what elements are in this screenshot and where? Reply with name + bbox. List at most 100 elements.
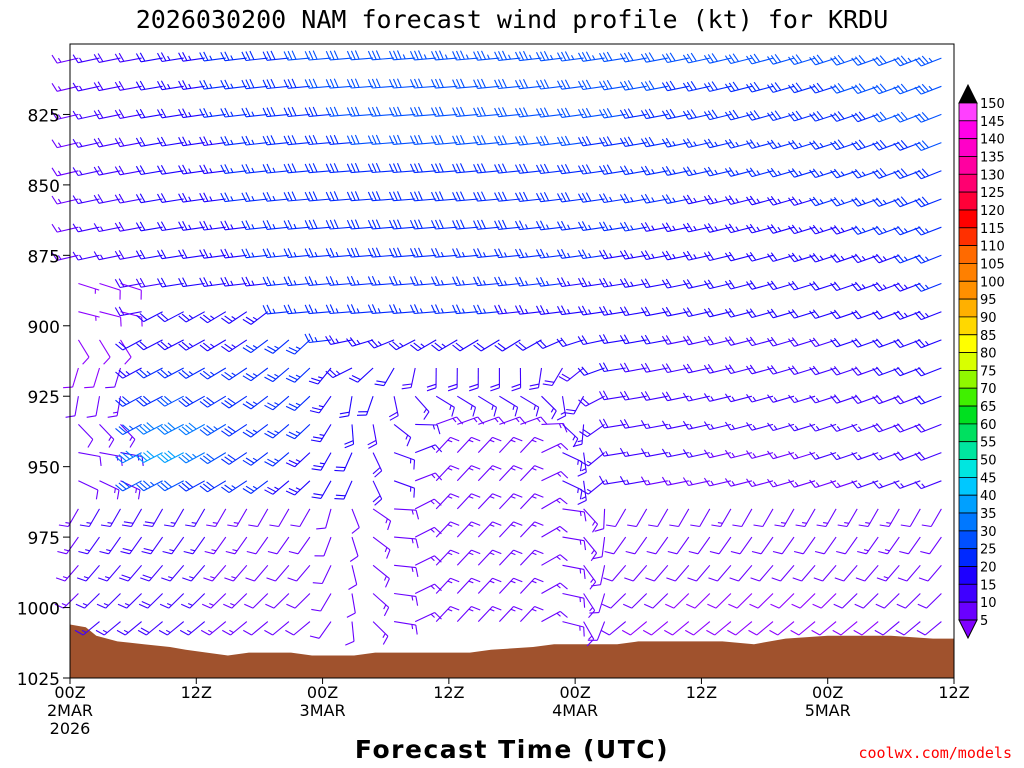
barb-full (118, 137, 125, 147)
barb-full (182, 192, 188, 202)
barb-full (791, 365, 799, 374)
barb-full (129, 439, 136, 448)
barb-full (812, 140, 820, 149)
barb-full (602, 165, 609, 174)
wind-barb (541, 554, 568, 566)
barb-full (770, 139, 778, 148)
wind-barb (325, 367, 353, 379)
barb-full (809, 169, 816, 178)
barb-full (578, 193, 584, 203)
barb-full (594, 528, 604, 532)
barb-half (251, 111, 255, 117)
barb-full (682, 477, 689, 486)
wind-barb (72, 195, 100, 205)
barb-half (756, 226, 761, 232)
barb-half (473, 418, 478, 423)
wind-barb (77, 339, 90, 365)
barb-full (837, 54, 845, 63)
wind-barb (791, 593, 816, 609)
barb-half (504, 280, 507, 286)
barb-staff (320, 593, 332, 612)
barb-full (264, 489, 274, 495)
barb-half (823, 522, 828, 524)
barb-full (770, 195, 778, 205)
barb-full (918, 197, 926, 206)
barb-half (556, 584, 561, 589)
wind-barb (619, 80, 647, 91)
barb-full (241, 277, 247, 287)
barb-full (374, 498, 383, 506)
barb-half (531, 552, 537, 556)
barb-full (160, 164, 167, 174)
barb-full (707, 110, 714, 119)
barb-full (417, 191, 423, 201)
barb-full (640, 448, 647, 457)
wind-barb (619, 221, 647, 232)
colorbar-label: 20 (980, 561, 997, 576)
wind-barb (837, 508, 858, 528)
barb-full (438, 134, 444, 145)
wind-barb (661, 420, 689, 430)
wind-barb (283, 276, 310, 287)
barb-full (118, 278, 125, 288)
wind-barb (899, 536, 921, 555)
barb-half (672, 197, 676, 203)
barb-full (122, 547, 133, 552)
credit-text[interactable]: coolwx.com/models (858, 744, 1012, 762)
wind-barb (816, 508, 837, 528)
barb-full (724, 55, 732, 64)
barb-full (203, 79, 209, 89)
barb-half (468, 580, 474, 584)
barb-full (812, 168, 820, 177)
barb-full (875, 394, 884, 403)
barb-full (749, 308, 757, 317)
barb-full (139, 425, 148, 433)
barb-half (693, 141, 697, 146)
barb-full (262, 305, 268, 315)
barb-full (648, 80, 655, 90)
barb-half (815, 397, 820, 403)
barb-full (115, 456, 124, 464)
wind-barb (511, 367, 522, 392)
barb-full (579, 461, 583, 472)
barb-full (661, 110, 668, 120)
barb-full (93, 223, 100, 232)
wind-barb (95, 621, 121, 636)
barb-staff (863, 593, 879, 609)
barb-full (578, 165, 584, 175)
x-tick-label: 12Z (181, 683, 212, 702)
barb-full (266, 79, 272, 89)
wind-barb (120, 536, 143, 555)
barb-full (63, 386, 73, 389)
barb-full (158, 629, 168, 636)
barb-full (753, 81, 761, 91)
barb-full (879, 111, 887, 120)
y-tick-label: 825 (28, 106, 60, 126)
barb-full (199, 429, 208, 436)
barb-full (93, 194, 100, 204)
barb-half (861, 171, 866, 176)
barb-full (707, 166, 714, 176)
wind-barb (367, 162, 395, 174)
barb-full (540, 192, 546, 202)
barb-half (567, 280, 571, 286)
barb-full (851, 57, 859, 66)
barb-full (350, 78, 356, 88)
barb-full (602, 305, 609, 315)
barb-full (455, 135, 461, 145)
barb-full (97, 81, 104, 91)
wind-barb (914, 367, 942, 377)
wind-barb (830, 196, 858, 207)
barb-full (135, 53, 142, 63)
wind-barb (640, 362, 668, 373)
barb-full (375, 219, 381, 229)
barb-full (556, 338, 564, 347)
barb-half (209, 139, 213, 145)
wind-barb (536, 191, 563, 203)
colorbar-box (958, 280, 978, 300)
barb-full (809, 85, 816, 94)
barb-half (411, 538, 414, 544)
wind-barb (203, 564, 227, 582)
barb-half (865, 522, 870, 524)
barb-full (770, 336, 778, 346)
